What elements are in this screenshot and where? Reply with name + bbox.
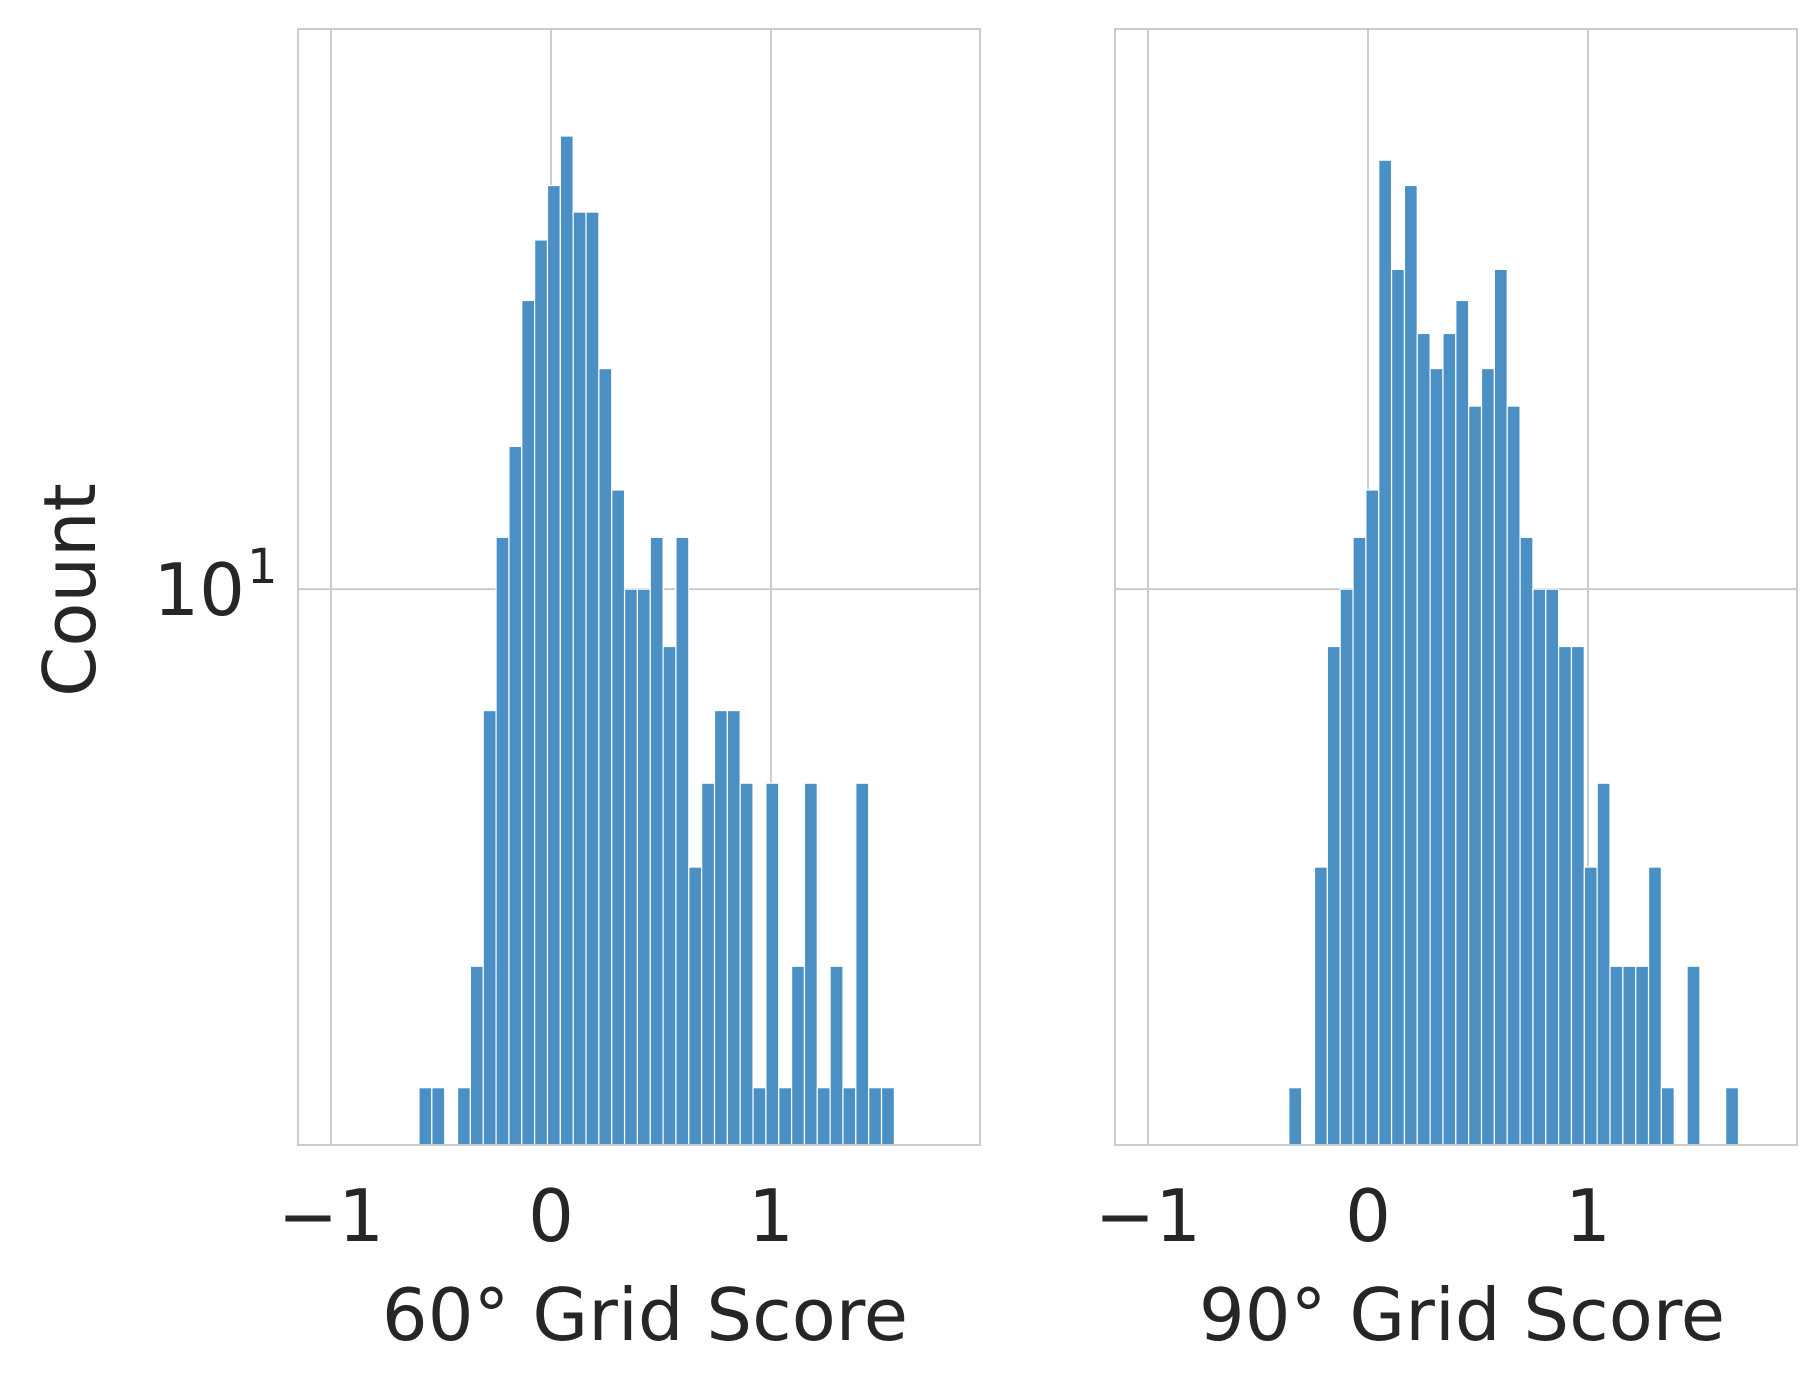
histogram-bar bbox=[469, 965, 484, 1146]
y-tick-label: 10 bbox=[153, 548, 245, 632]
histogram-bar bbox=[572, 211, 587, 1146]
histogram-bar bbox=[1339, 588, 1354, 1146]
histogram-bar bbox=[585, 211, 600, 1146]
x-axis-label: 60° Grid Score bbox=[382, 1273, 908, 1357]
histogram-bar bbox=[713, 709, 728, 1146]
histogram-bar bbox=[688, 866, 703, 1146]
histogram-bar bbox=[1288, 1087, 1303, 1146]
histogram-bar bbox=[1493, 268, 1508, 1146]
histogram-bar bbox=[1622, 965, 1637, 1146]
histogram-bar bbox=[1609, 965, 1624, 1146]
histogram-bar bbox=[1660, 1087, 1675, 1146]
histogram-bar bbox=[829, 965, 844, 1146]
histogram-bar bbox=[1647, 866, 1662, 1146]
histogram-bar bbox=[880, 1087, 895, 1146]
histogram-bar bbox=[662, 645, 677, 1146]
x-tick-label: −1 bbox=[278, 1174, 384, 1258]
histogram-bar bbox=[701, 782, 716, 1146]
histogram-bar bbox=[418, 1087, 433, 1146]
histogram-bar bbox=[765, 782, 780, 1146]
histogram-bar bbox=[1313, 866, 1328, 1146]
histogram-bar bbox=[1352, 536, 1367, 1146]
x-tick-label: −1 bbox=[1095, 1174, 1201, 1258]
histogram-bar bbox=[842, 1087, 857, 1146]
histogram-bar bbox=[1635, 965, 1650, 1146]
histogram-bar bbox=[546, 184, 561, 1146]
histogram-bar bbox=[1326, 645, 1341, 1146]
axes-frame bbox=[1114, 28, 1798, 1146]
histogram-bar bbox=[790, 965, 806, 1146]
histogram-bar bbox=[508, 445, 523, 1146]
histogram-bar bbox=[868, 1087, 883, 1146]
histogram-bar bbox=[1378, 159, 1393, 1146]
histogram-bar bbox=[1442, 332, 1457, 1146]
histogram-bar bbox=[1365, 489, 1380, 1146]
x-tick-label: 1 bbox=[1565, 1174, 1611, 1258]
histogram-bar bbox=[1468, 405, 1483, 1146]
histogram-bar bbox=[778, 1087, 793, 1146]
histogram-bar bbox=[1686, 965, 1701, 1146]
histogram-bar bbox=[1506, 405, 1521, 1146]
histogram-bar bbox=[521, 299, 536, 1146]
histogram-bar bbox=[1480, 367, 1495, 1146]
histogram-bar bbox=[1558, 645, 1573, 1146]
histogram-bar bbox=[739, 782, 754, 1146]
histogram-bar bbox=[1390, 268, 1406, 1146]
histogram-bar bbox=[1519, 536, 1534, 1146]
histogram-bar bbox=[1455, 299, 1470, 1146]
histogram-bar bbox=[495, 536, 510, 1146]
histogram-bar bbox=[456, 1087, 471, 1146]
histogram-bar bbox=[1416, 332, 1431, 1146]
histogram-bar bbox=[816, 1087, 831, 1146]
histogram-bar bbox=[598, 367, 613, 1146]
histogram-bar bbox=[431, 1087, 446, 1146]
x-tick-label: 0 bbox=[1345, 1174, 1391, 1258]
histogram-bar bbox=[1570, 645, 1585, 1146]
y-tick-exponent: 1 bbox=[247, 539, 278, 595]
histogram-bar bbox=[649, 536, 664, 1146]
histogram-bar bbox=[623, 588, 639, 1146]
histogram-bar bbox=[855, 782, 870, 1146]
x-tick-label: 0 bbox=[528, 1174, 574, 1258]
histogram-bar bbox=[534, 239, 549, 1146]
histogram-bar bbox=[482, 709, 497, 1146]
histogram-bar bbox=[752, 1087, 767, 1146]
histogram-bar bbox=[559, 135, 574, 1146]
histogram-bar bbox=[611, 489, 626, 1146]
panel-90-degree-histogram: −1 0 1 90° Grid Score bbox=[1095, 28, 1798, 1357]
axes-frame bbox=[297, 28, 981, 1146]
x-tick-label: 1 bbox=[748, 1174, 794, 1258]
histogram-bar bbox=[1583, 866, 1598, 1146]
histogram-bar bbox=[726, 709, 741, 1146]
histogram-bar bbox=[1545, 588, 1560, 1146]
histogram-bar bbox=[1532, 588, 1547, 1146]
histogram-bar bbox=[1596, 782, 1611, 1146]
histogram-bar bbox=[675, 536, 690, 1146]
histogram-bar bbox=[636, 588, 651, 1146]
x-axis-label: 90° Grid Score bbox=[1199, 1273, 1725, 1357]
y-axis-label: Count bbox=[28, 483, 112, 697]
histogram-bar bbox=[1403, 184, 1418, 1146]
histogram-bar bbox=[1725, 1087, 1740, 1146]
histogram-bar bbox=[1429, 367, 1444, 1146]
histogram-bar bbox=[803, 782, 818, 1146]
